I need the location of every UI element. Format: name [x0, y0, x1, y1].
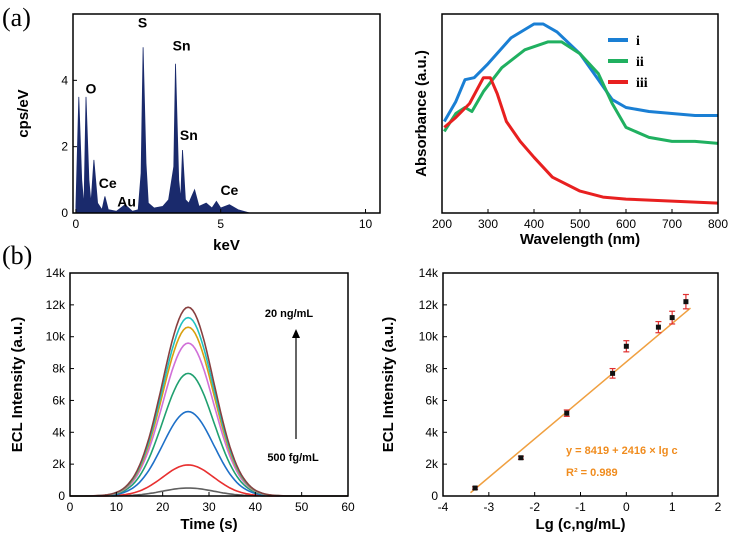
cal-y-tick-label: 2k	[425, 457, 439, 471]
eds-peak-annotation: O	[86, 81, 97, 97]
uv-x-tick-label: 300	[478, 217, 498, 231]
cal-r-squared: R² = 0.989	[566, 467, 618, 479]
uv-x-tick-label: 200	[432, 217, 452, 231]
ecl-x-tick-label: 60	[341, 500, 355, 514]
cal-y-tick-label: 0	[431, 489, 438, 503]
cal-y-tick-label: 10k	[419, 330, 439, 344]
cal-x-tick-label: 2	[715, 500, 722, 514]
eds-peak-annotation: Ce	[220, 182, 238, 198]
uv-series-line-ii	[443, 40, 719, 145]
ecl-x-tick-label: 0	[67, 500, 74, 514]
ecl-y-tick-label: 10k	[46, 330, 66, 344]
cal-data-point	[518, 455, 524, 461]
ecl-curve-6	[70, 326, 348, 497]
eds-peak-annotation: S	[138, 14, 147, 30]
eds-x-tick-label: 5	[217, 217, 224, 231]
cal-data-point	[610, 370, 616, 376]
cal-data-point	[655, 324, 661, 330]
cal-x-tick-label: 0	[623, 500, 630, 514]
cal-x-axis-label: Lg (c,ng/mL)	[536, 516, 626, 533]
eds-x-tick-label: 0	[73, 217, 80, 231]
panel-label-b: (b)	[2, 241, 32, 270]
ecl-y-tick-label: 12k	[46, 298, 66, 312]
cal-x-tick-label: -1	[575, 500, 586, 514]
cal-fit-equation: y = 8419 + 2416 × lg c	[566, 445, 678, 457]
uv-x-tick-label: 500	[570, 217, 590, 231]
uv-x-tick-label: 800	[708, 217, 728, 231]
ecl-top-concentration-label: 20 ng/mL	[265, 308, 314, 320]
cal-x-tick-label: 1	[669, 500, 676, 514]
cal-y-tick-label: 14k	[419, 266, 439, 280]
ecl-x-tick-label: 40	[249, 500, 263, 514]
cal-x-tick-label: -2	[529, 500, 540, 514]
ecl-y-tick-label: 8k	[52, 362, 66, 376]
ecl-y-tick-label: 4k	[52, 425, 66, 439]
eds-peak-annotation: Sn	[180, 127, 198, 143]
uv-x-tick-label: 600	[616, 217, 636, 231]
cal-y-tick-label: 4k	[425, 425, 439, 439]
ecl-x-tick-label: 50	[295, 500, 309, 514]
eds-y-tick-label: 0	[61, 206, 68, 220]
ecl-y-tick-label: 14k	[46, 266, 66, 280]
ecl-curve-8	[70, 306, 348, 497]
uv-x-axis-label: Wavelength (nm)	[520, 231, 640, 248]
cal-data-point	[564, 410, 570, 416]
eds-peak-annotation: Au	[117, 193, 136, 209]
ecl-x-axis-label: Time (s)	[180, 516, 237, 533]
uv-y-axis-label: Absorbance (a.u.)	[413, 50, 430, 177]
uv-legend-label-iii: iii	[636, 76, 648, 91]
ecl-x-tick-label: 10	[110, 500, 124, 514]
uv-legend-label-i: i	[636, 34, 640, 49]
eds-x-axis-label: keV	[213, 237, 240, 254]
cal-plot-frame	[442, 272, 719, 497]
uv-legend-label-ii: ii	[636, 55, 644, 70]
ecl-bottom-concentration-label: 500 fg/mL	[267, 452, 319, 464]
eds-x-tick-label: 10	[359, 217, 373, 231]
cal-x-tick-label: -3	[483, 500, 494, 514]
uv-x-tick-label: 400	[524, 217, 544, 231]
calibration-curve-chart: -4 -3 -2 -1 0 1 2 0 2k 4k 6k 8k 10k 12k 14k Lg (c,ng/mL…	[380, 266, 722, 533]
eds-peak-annotation: Sn	[173, 37, 191, 53]
cal-data-point	[669, 315, 675, 321]
cal-data-point	[683, 299, 689, 305]
ecl-y-tick-label: 2k	[52, 457, 66, 471]
uv-series-line-iii	[443, 76, 719, 205]
eds-y-tick-label: 2	[61, 140, 68, 154]
cal-y-axis-label: ECL Intensity (a.u.)	[380, 317, 397, 453]
cal-y-tick-label: 6k	[425, 393, 439, 407]
eds-y-tick-label: 4	[61, 73, 68, 87]
cal-fit-line	[470, 307, 691, 494]
ecl-x-tick-label: 30	[202, 500, 216, 514]
ecl-time-curves-chart: 0 10 20 30 40 50 60 0 2k 4k 6k 8k 10k 12k 14k Time (s) E…	[9, 266, 355, 533]
eds-spectrum-area	[75, 47, 250, 214]
ecl-x-tick-label: 20	[156, 500, 170, 514]
eds-peak-annotation: Ce	[99, 175, 117, 191]
panel-label-a: (a)	[2, 3, 31, 32]
cal-y-tick-label: 12k	[419, 298, 439, 312]
cal-x-tick-label: -4	[438, 500, 449, 514]
eds-y-axis-label: cps/eV	[15, 89, 32, 137]
ecl-y-tick-label: 6k	[52, 393, 66, 407]
ecl-trend-arrow-head	[292, 329, 300, 338]
uv-x-tick-label: 700	[662, 217, 682, 231]
cal-data-point	[472, 485, 478, 491]
ecl-curve-2	[70, 464, 348, 497]
eds-plot-frame	[72, 13, 381, 214]
ecl-y-tick-label: 0	[58, 489, 65, 503]
cal-y-tick-label: 8k	[425, 362, 439, 376]
cal-data-point	[623, 343, 629, 349]
uv-series-line-i	[443, 22, 718, 123]
ecl-y-axis-label: ECL Intensity (a.u.)	[9, 317, 26, 453]
